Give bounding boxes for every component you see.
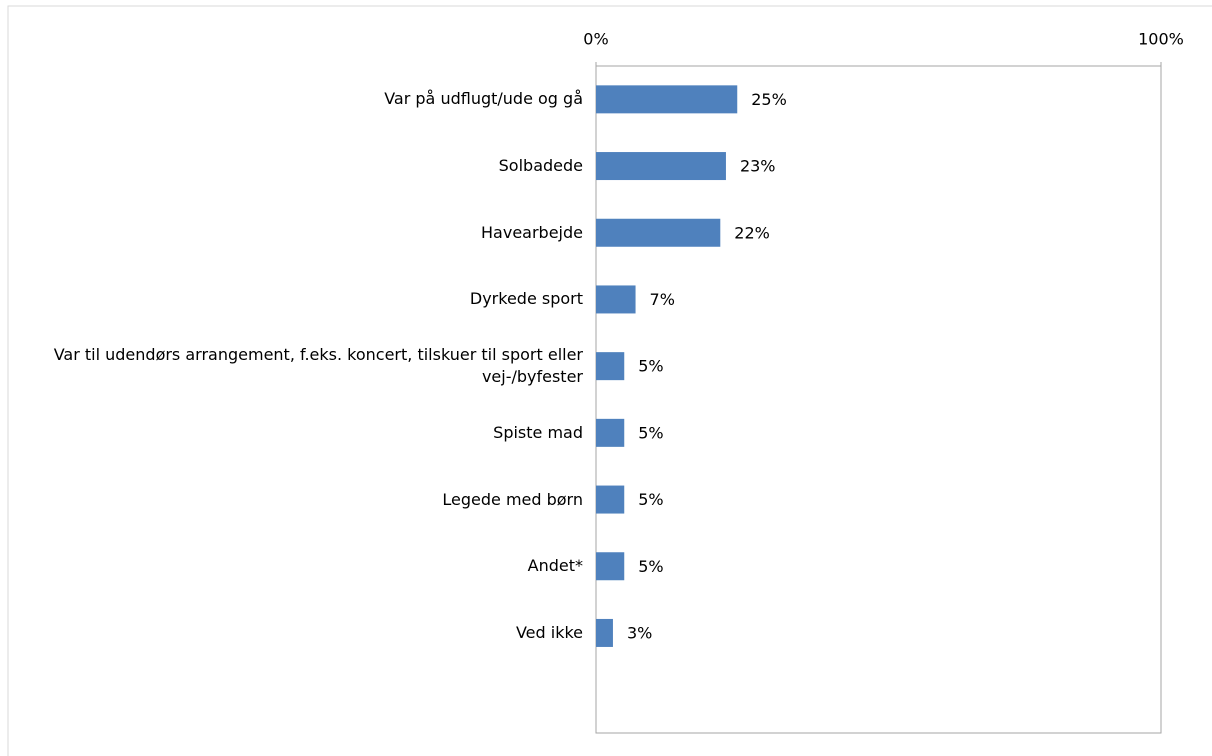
category-label: Andet*	[527, 556, 583, 576]
value-label: 5%	[638, 557, 663, 576]
category-label: Var til udendørs arrangement, f.eks. kon…	[53, 345, 583, 387]
category-label: Legede med børn	[442, 489, 583, 509]
bar	[596, 618, 613, 647]
x-tick-label: 100%	[1138, 30, 1184, 49]
value-label: 5%	[638, 357, 663, 376]
value-label: 22%	[734, 223, 770, 242]
category-label: Dyrkede sport	[469, 289, 583, 309]
chart-frame	[7, 5, 1212, 756]
category-label: Havearbejde	[481, 222, 583, 242]
category-label: Solbadede	[498, 156, 583, 176]
category-label: Ved ikke	[515, 622, 583, 642]
category-label: Var på udflugt/ude og gå	[384, 89, 583, 109]
value-label: 25%	[751, 90, 787, 109]
bar	[596, 218, 721, 247]
value-label: 5%	[638, 423, 663, 442]
category-label: Spiste mad	[493, 422, 583, 442]
value-label: 3%	[627, 623, 652, 642]
value-label: 5%	[638, 490, 663, 509]
value-label: 23%	[740, 157, 776, 176]
bar	[596, 485, 625, 514]
bar	[596, 152, 726, 181]
value-label: 7%	[650, 290, 675, 309]
bar	[596, 285, 636, 314]
bar	[596, 352, 625, 381]
bar	[596, 552, 625, 581]
bar	[596, 418, 625, 447]
bar	[596, 85, 738, 114]
plot-area	[595, 65, 1162, 734]
x-tick-label: 0%	[583, 30, 608, 49]
